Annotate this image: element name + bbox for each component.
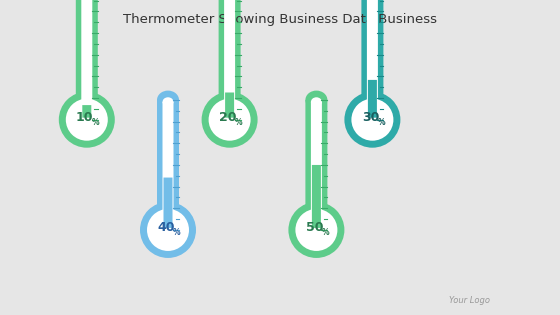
Text: Your Logo: Your Logo	[449, 296, 490, 305]
FancyBboxPatch shape	[312, 165, 321, 228]
Text: 10: 10	[76, 111, 94, 124]
FancyBboxPatch shape	[218, 0, 241, 120]
FancyBboxPatch shape	[81, 0, 92, 118]
Circle shape	[288, 202, 344, 258]
Text: %: %	[377, 118, 385, 127]
Ellipse shape	[311, 97, 322, 106]
FancyBboxPatch shape	[368, 80, 377, 118]
Circle shape	[352, 99, 393, 141]
Circle shape	[344, 92, 400, 148]
Circle shape	[147, 209, 189, 251]
FancyBboxPatch shape	[162, 102, 174, 228]
Circle shape	[296, 209, 337, 251]
FancyBboxPatch shape	[164, 178, 172, 228]
Text: %: %	[92, 118, 100, 127]
FancyBboxPatch shape	[225, 93, 234, 118]
FancyBboxPatch shape	[361, 0, 384, 120]
Text: 20: 20	[219, 111, 236, 124]
FancyBboxPatch shape	[82, 105, 91, 118]
FancyBboxPatch shape	[367, 0, 378, 118]
FancyBboxPatch shape	[305, 100, 328, 230]
Text: 30: 30	[362, 111, 379, 124]
Circle shape	[59, 92, 115, 148]
Circle shape	[202, 92, 258, 148]
Circle shape	[208, 99, 251, 141]
Ellipse shape	[162, 97, 174, 106]
Ellipse shape	[157, 91, 179, 109]
Text: %: %	[173, 228, 181, 238]
Circle shape	[140, 202, 196, 258]
Text: Thermometer Showing Business Data Business: Thermometer Showing Business Data Busine…	[123, 13, 437, 26]
Text: %: %	[321, 228, 329, 238]
Circle shape	[66, 99, 108, 141]
Text: %: %	[235, 118, 242, 127]
Text: 40: 40	[157, 221, 175, 234]
FancyBboxPatch shape	[157, 100, 179, 230]
FancyBboxPatch shape	[76, 0, 98, 120]
Text: 50: 50	[306, 221, 323, 234]
FancyBboxPatch shape	[311, 102, 322, 228]
FancyBboxPatch shape	[224, 0, 235, 118]
Ellipse shape	[305, 91, 328, 109]
